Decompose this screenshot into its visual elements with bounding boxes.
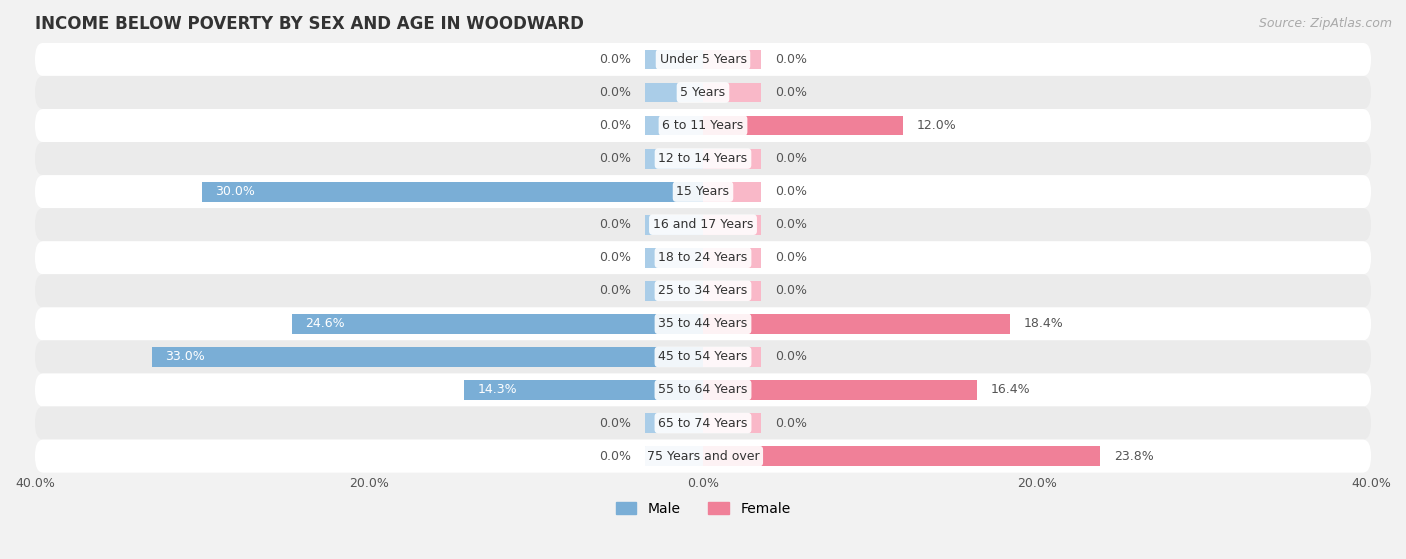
Bar (703, 116, 904, 135)
FancyBboxPatch shape (35, 76, 1371, 109)
Bar (703, 83, 762, 102)
Text: 0.0%: 0.0% (599, 416, 631, 429)
Bar (644, 413, 703, 433)
Text: 0.0%: 0.0% (599, 449, 631, 463)
Text: Under 5 Years: Under 5 Years (659, 53, 747, 66)
Text: 16.4%: 16.4% (990, 383, 1029, 396)
FancyBboxPatch shape (35, 43, 1371, 76)
FancyBboxPatch shape (35, 109, 1371, 142)
Text: 12.0%: 12.0% (917, 119, 956, 132)
Bar (703, 281, 762, 301)
Bar (202, 182, 703, 202)
Bar (703, 347, 762, 367)
Text: 0.0%: 0.0% (775, 152, 807, 165)
Bar (292, 314, 703, 334)
Bar (644, 116, 703, 135)
Bar (464, 380, 703, 400)
FancyBboxPatch shape (35, 241, 1371, 274)
Text: 0.0%: 0.0% (599, 152, 631, 165)
Bar (703, 446, 1101, 466)
FancyBboxPatch shape (35, 439, 1371, 472)
Text: 23.8%: 23.8% (1114, 449, 1153, 463)
Bar (703, 215, 762, 235)
Text: 0.0%: 0.0% (775, 285, 807, 297)
Text: 0.0%: 0.0% (775, 350, 807, 363)
Text: 55 to 64 Years: 55 to 64 Years (658, 383, 748, 396)
Text: 0.0%: 0.0% (599, 218, 631, 231)
Text: 33.0%: 33.0% (166, 350, 205, 363)
FancyBboxPatch shape (35, 142, 1371, 175)
Bar (644, 248, 703, 268)
Bar (703, 413, 762, 433)
Bar (644, 215, 703, 235)
Text: INCOME BELOW POVERTY BY SEX AND AGE IN WOODWARD: INCOME BELOW POVERTY BY SEX AND AGE IN W… (35, 15, 583, 33)
Text: 0.0%: 0.0% (599, 285, 631, 297)
Bar (644, 446, 703, 466)
Bar (703, 149, 762, 168)
Bar (644, 50, 703, 69)
Text: 65 to 74 Years: 65 to 74 Years (658, 416, 748, 429)
FancyBboxPatch shape (35, 307, 1371, 340)
Text: 35 to 44 Years: 35 to 44 Years (658, 318, 748, 330)
Text: 0.0%: 0.0% (599, 86, 631, 99)
Bar (703, 248, 762, 268)
Bar (703, 50, 762, 69)
FancyBboxPatch shape (35, 340, 1371, 373)
Bar (703, 182, 762, 202)
FancyBboxPatch shape (35, 406, 1371, 439)
Text: 15 Years: 15 Years (676, 185, 730, 198)
Text: Source: ZipAtlas.com: Source: ZipAtlas.com (1258, 17, 1392, 30)
Text: 6 to 11 Years: 6 to 11 Years (662, 119, 744, 132)
Text: 45 to 54 Years: 45 to 54 Years (658, 350, 748, 363)
FancyBboxPatch shape (35, 373, 1371, 406)
Text: 25 to 34 Years: 25 to 34 Years (658, 285, 748, 297)
Text: 16 and 17 Years: 16 and 17 Years (652, 218, 754, 231)
FancyBboxPatch shape (35, 175, 1371, 208)
Text: 0.0%: 0.0% (775, 185, 807, 198)
Bar (644, 281, 703, 301)
Text: 30.0%: 30.0% (215, 185, 256, 198)
Bar (703, 314, 1011, 334)
Text: 24.6%: 24.6% (305, 318, 344, 330)
Text: 0.0%: 0.0% (775, 86, 807, 99)
Text: 75 Years and over: 75 Years and over (647, 449, 759, 463)
Text: 0.0%: 0.0% (775, 218, 807, 231)
Text: 18 to 24 Years: 18 to 24 Years (658, 251, 748, 264)
FancyBboxPatch shape (35, 208, 1371, 241)
Text: 0.0%: 0.0% (599, 53, 631, 66)
Text: 0.0%: 0.0% (775, 251, 807, 264)
Text: 0.0%: 0.0% (599, 119, 631, 132)
Bar (644, 149, 703, 168)
Bar (703, 380, 977, 400)
Text: 0.0%: 0.0% (775, 53, 807, 66)
Bar (152, 347, 703, 367)
Text: 0.0%: 0.0% (599, 251, 631, 264)
Text: 0.0%: 0.0% (775, 416, 807, 429)
Legend: Male, Female: Male, Female (610, 496, 796, 522)
Bar (644, 83, 703, 102)
FancyBboxPatch shape (35, 274, 1371, 307)
Text: 5 Years: 5 Years (681, 86, 725, 99)
Text: 14.3%: 14.3% (478, 383, 517, 396)
Text: 12 to 14 Years: 12 to 14 Years (658, 152, 748, 165)
Text: 18.4%: 18.4% (1024, 318, 1063, 330)
